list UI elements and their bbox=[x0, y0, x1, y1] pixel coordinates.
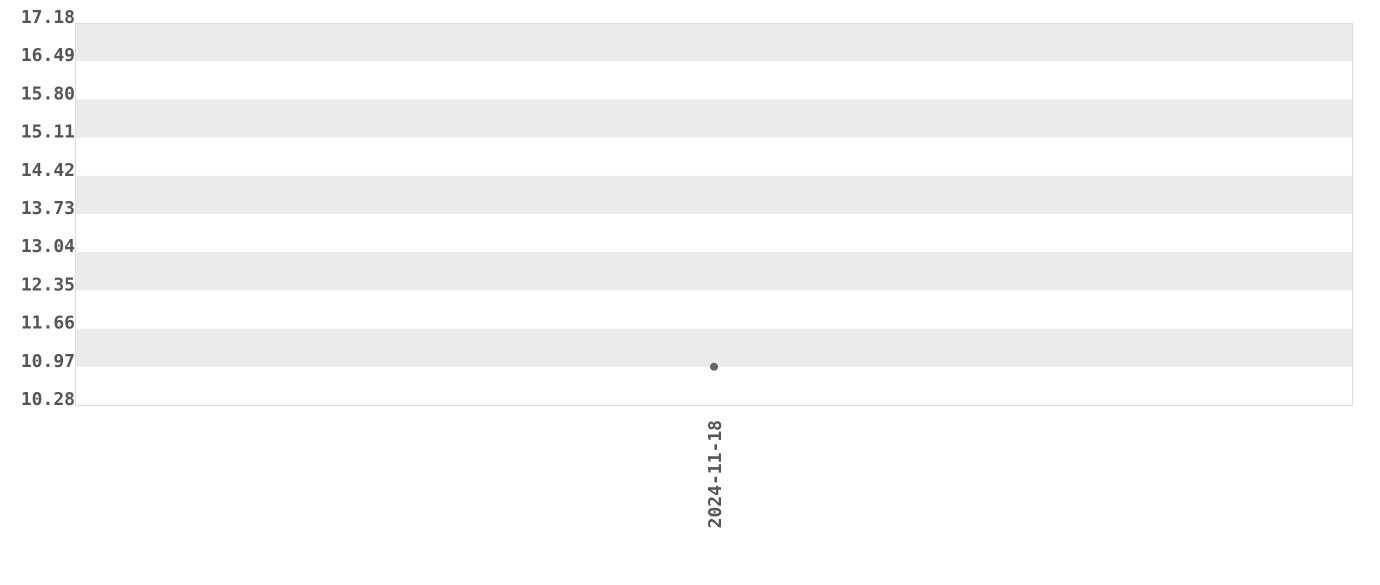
y-tick-label: 16.49 bbox=[21, 45, 75, 66]
grid-band bbox=[75, 252, 1352, 291]
grid-band bbox=[75, 23, 1352, 62]
y-tick-label: 11.66 bbox=[21, 313, 75, 334]
y-tick-label: 13.73 bbox=[21, 198, 75, 219]
grid-band bbox=[75, 99, 1352, 138]
y-tick-label: 13.04 bbox=[21, 236, 75, 257]
y-tick-label: 15.11 bbox=[21, 122, 75, 143]
grid-band bbox=[75, 328, 1352, 367]
y-tick-label: 14.42 bbox=[21, 160, 75, 181]
plot-area-border bbox=[75, 23, 1353, 406]
x-tick-label: 2024-11-18 bbox=[705, 420, 726, 528]
y-tick-label: 10.97 bbox=[21, 351, 75, 372]
y-tick-label: 10.28 bbox=[21, 389, 75, 410]
y-tick-label: 15.80 bbox=[21, 83, 75, 104]
data-point[interactable] bbox=[710, 362, 718, 371]
grid-band bbox=[75, 175, 1352, 214]
y-tick-label: 17.18 bbox=[21, 7, 75, 28]
y-tick-label: 12.35 bbox=[21, 274, 75, 295]
